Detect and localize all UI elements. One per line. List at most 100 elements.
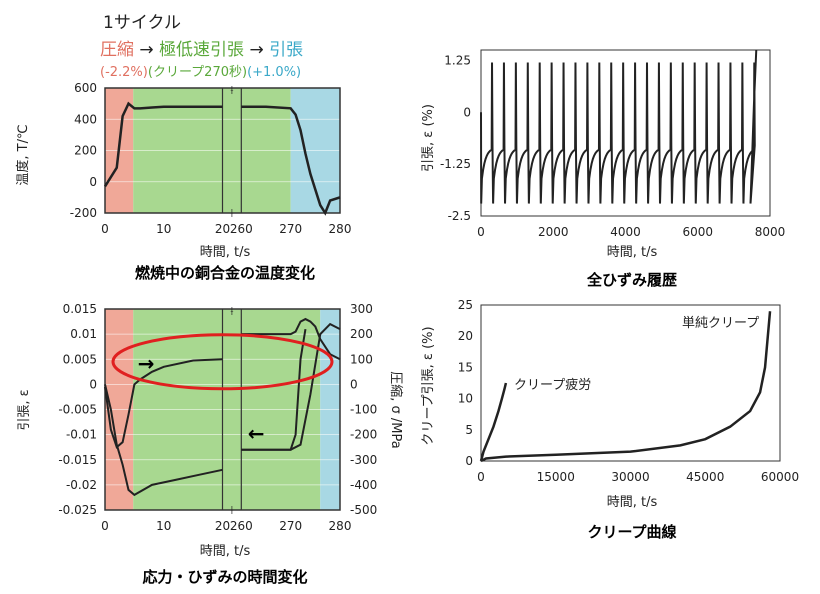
creep-fatigue-line bbox=[479, 382, 508, 462]
arrow-icon: → bbox=[139, 40, 154, 60]
y-tick-label-right: 100 bbox=[350, 352, 373, 366]
y-tick-label-left: 0.005 bbox=[63, 352, 97, 366]
y-tick-label-right: 200 bbox=[350, 327, 373, 341]
phase-compress: 圧縮 bbox=[100, 40, 134, 60]
y-tick-label-left: -0.02 bbox=[66, 478, 97, 492]
strain-history-line bbox=[480, 49, 758, 204]
y-tick-label: 600 bbox=[74, 81, 97, 95]
x-tick-label: 4000 bbox=[610, 225, 641, 239]
stress-line bbox=[241, 328, 307, 451]
y-tick-label-right: -400 bbox=[350, 478, 377, 492]
x-tick-label: 0 bbox=[477, 225, 485, 239]
break-mark-icon: ⟊ bbox=[230, 503, 233, 517]
x-tick-label: 260 bbox=[230, 519, 253, 533]
temperature-line bbox=[241, 105, 341, 216]
phase-tension: 引張 bbox=[269, 40, 304, 60]
break-mark-icon: ⟊ bbox=[230, 206, 233, 220]
x-tick-label: 45000 bbox=[686, 470, 724, 484]
y-tick-label-right: -100 bbox=[350, 403, 377, 417]
y-tick-label-right: 300 bbox=[350, 302, 373, 316]
arrow-right-icon: → bbox=[138, 351, 155, 375]
arrow-left-icon: ← bbox=[248, 422, 265, 446]
x-tick-label: 270 bbox=[279, 519, 302, 533]
y-tick-label: -200 bbox=[70, 206, 97, 220]
strain-line bbox=[104, 384, 223, 497]
stress-strain-title: 応力・ひずみの時間変化 bbox=[142, 568, 307, 586]
simple-creep-label: 単純クリープ bbox=[682, 315, 759, 331]
plot-frame bbox=[480, 304, 781, 462]
y-tick-label: 1.25 bbox=[444, 53, 471, 67]
break-mark-icon: ⟊ bbox=[230, 83, 233, 97]
stress-line bbox=[104, 358, 223, 449]
y-tick-label: 10 bbox=[458, 392, 473, 406]
y-tick-label-left: -0.005 bbox=[58, 403, 97, 417]
x-tick-label: 280 bbox=[329, 519, 352, 533]
y-tick-label-left: 0 bbox=[89, 377, 97, 391]
y-tick-label: 200 bbox=[74, 144, 97, 158]
x-tick-label: 270 bbox=[279, 222, 302, 236]
y-tick-label-left: -0.025 bbox=[58, 503, 97, 517]
break-mark-icon: ⟊ bbox=[230, 304, 233, 318]
phase-legend: 圧縮 → 極低速引張 → 引張 bbox=[100, 35, 303, 60]
x-tick-label: 10 bbox=[156, 222, 171, 236]
y-tick-label-left: -0.015 bbox=[58, 453, 97, 467]
temperature-y-label: 温度, T/℃ bbox=[15, 124, 31, 185]
y-tick-label-right: -300 bbox=[350, 453, 377, 467]
strain-history-y-label: 引張, ε (%) bbox=[421, 104, 436, 172]
temperature-x-label: 時間, t/s bbox=[200, 245, 251, 260]
creep-title: クリープ曲線 bbox=[587, 523, 676, 541]
arrow-icon: → bbox=[249, 40, 264, 60]
stress-strain-x-label: 時間, t/s bbox=[200, 544, 251, 559]
x-tick-label: 6000 bbox=[682, 225, 713, 239]
detail-slow: (クリープ270秒) bbox=[147, 65, 248, 80]
x-tick-label: 2000 bbox=[538, 225, 569, 239]
y-tick-label-right: 0 bbox=[350, 377, 358, 391]
cycle-label: 1サイクル bbox=[103, 13, 181, 33]
x-tick-label: 30000 bbox=[611, 470, 649, 484]
highlight-ellipse bbox=[111, 333, 334, 391]
y-tick-label: -1.25 bbox=[440, 157, 471, 171]
creep-fatigue-label: クリープ疲労 bbox=[514, 377, 591, 393]
x-tick-label: 8000 bbox=[755, 225, 786, 239]
creep-x-label: 時間, t/s bbox=[607, 495, 658, 510]
x-tick-label: 0 bbox=[477, 470, 485, 484]
y-tick-label-left: -0.01 bbox=[66, 428, 97, 442]
y-tick-label: 400 bbox=[74, 112, 97, 126]
x-tick-label: 60000 bbox=[761, 470, 799, 484]
y-tick-label: 0 bbox=[89, 175, 97, 189]
y-tick-label-right: -500 bbox=[350, 503, 377, 517]
x-tick-label: 260 bbox=[230, 222, 253, 236]
y-tick-label-right: -200 bbox=[350, 428, 377, 442]
y-tick-label: 25 bbox=[458, 298, 473, 312]
x-tick-label: 15000 bbox=[537, 470, 575, 484]
strain-history-x-label: 時間, t/s bbox=[607, 245, 658, 260]
x-tick-label: 0 bbox=[101, 222, 109, 236]
y-tick-label: 20 bbox=[458, 329, 473, 343]
temperature-title: 燃焼中の銅合金の温度変化 bbox=[135, 264, 315, 282]
x-tick-label: 0 bbox=[101, 519, 109, 533]
x-tick-label: 10 bbox=[156, 519, 171, 533]
phase-slow: 極低速引張 bbox=[159, 40, 245, 60]
x-tick-label: 280 bbox=[329, 222, 352, 236]
detail-compress: (-2.2%) bbox=[100, 65, 148, 80]
y-tick-label-left: 0.015 bbox=[63, 302, 97, 316]
y-tick-label: -2.5 bbox=[448, 209, 471, 223]
strain-history-title: 全ひずみ履歴 bbox=[586, 271, 677, 289]
temperature-line bbox=[103, 101, 223, 188]
creep-y-label: クリープ引張, ε (%) bbox=[421, 326, 436, 445]
x-tick-label: 20 bbox=[215, 519, 230, 533]
y-tick-label-left: 0.01 bbox=[70, 327, 97, 341]
stress-line bbox=[241, 317, 341, 361]
stress-strain-y-label-left: 引張, ε bbox=[17, 389, 32, 430]
simple-creep-line bbox=[480, 311, 772, 463]
x-tick-label: 20 bbox=[215, 222, 230, 236]
y-tick-label: 15 bbox=[458, 360, 473, 374]
phase-detail: (-2.2%)(クリープ270秒)(+1.0%) bbox=[100, 61, 301, 80]
y-tick-label: 5 bbox=[465, 423, 473, 437]
stress-strain-y-label-right: 圧縮, σ /MPa bbox=[388, 371, 404, 448]
y-tick-label: 0 bbox=[463, 105, 471, 119]
